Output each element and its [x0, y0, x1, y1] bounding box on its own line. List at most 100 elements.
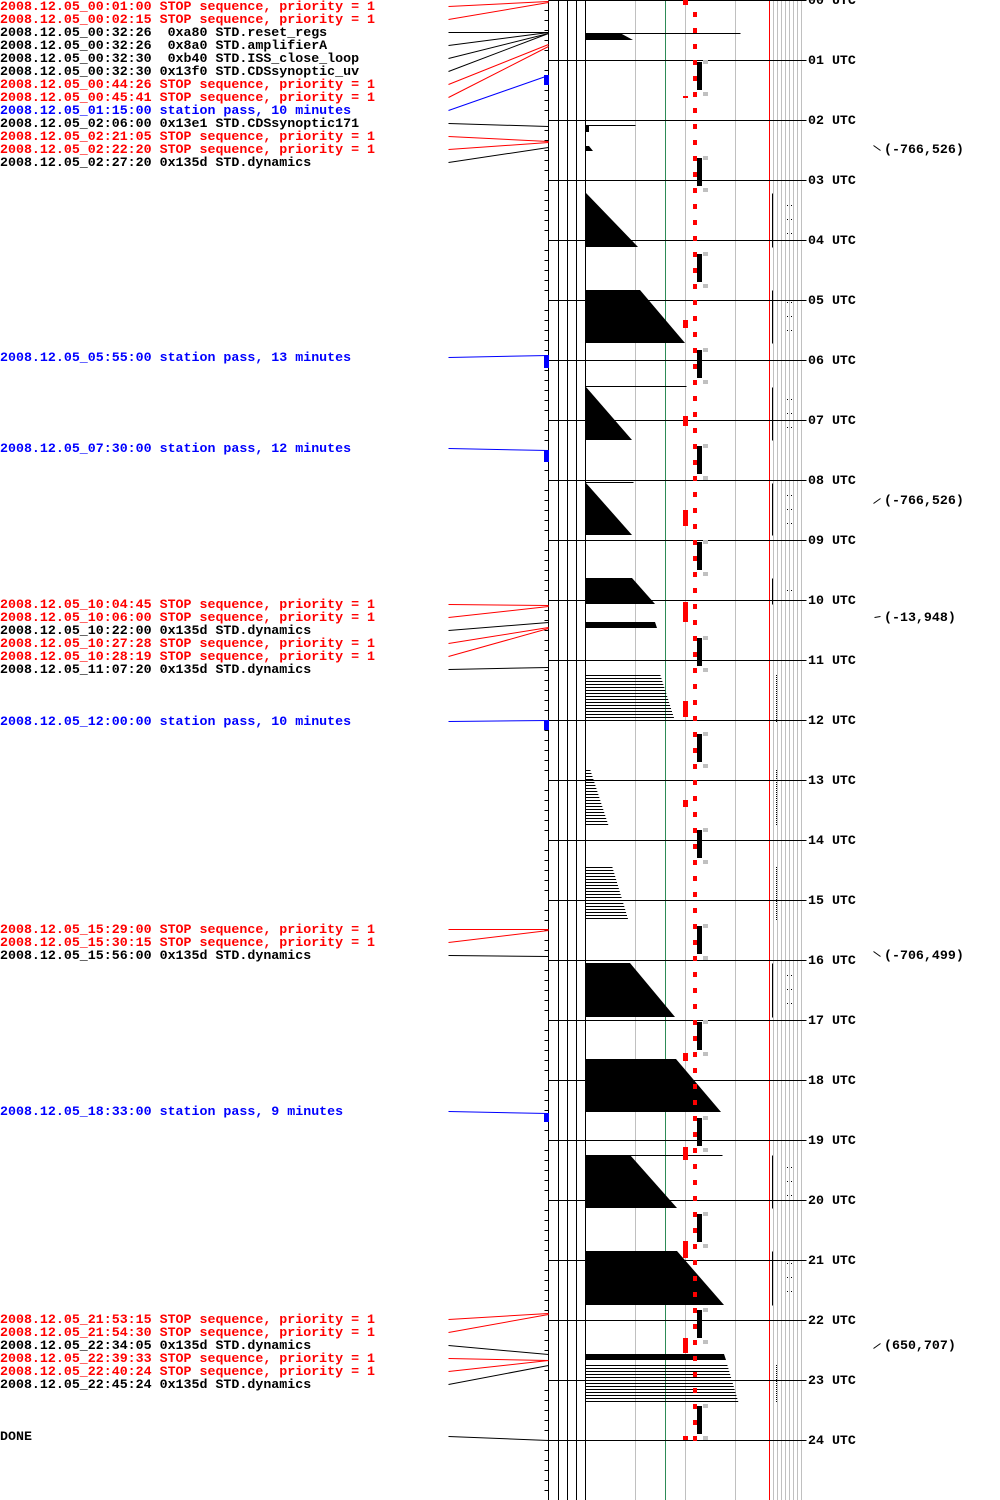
detail-dot [787, 975, 788, 976]
detail-dot [776, 780, 777, 781]
detail-dot [787, 1003, 788, 1004]
red-marker [683, 1147, 688, 1160]
hour-suffix: UTC [831, 773, 856, 788]
red-dash [693, 220, 697, 225]
event-label: 2008.12.05_00:44:26 STOP sequence, prior… [0, 77, 376, 92]
hour-number: 22 [808, 1313, 824, 1328]
detail-dot [776, 683, 777, 684]
event-label: 2008.12.05_22:45:24 0x135d STD.dynamics [0, 1377, 312, 1392]
detail-dot [776, 879, 777, 880]
activity-bar [697, 830, 702, 858]
red-dash [693, 604, 697, 609]
red-dash [693, 1180, 697, 1185]
activity-bar [697, 1406, 702, 1434]
activity-bar [697, 542, 702, 570]
event-label: 2008.12.05_15:29:00 STOP sequence, prior… [0, 922, 376, 937]
red-dash [693, 652, 697, 657]
event-label: 2008.12.05_02:06:00 0x13e1 STD.CDSsynopt… [0, 116, 360, 131]
gray-marker [703, 668, 708, 672]
detail-dot [776, 677, 777, 678]
detail-dot [776, 695, 777, 696]
hour-label: 08 UTC [808, 474, 856, 487]
gray-marker [703, 476, 708, 480]
hour-suffix: UTC [831, 1253, 856, 1268]
red-dash [693, 588, 697, 593]
event-label: 2008.12.05_05:55:00 station pass, 13 min… [0, 350, 352, 365]
detail-dot [776, 790, 777, 791]
event-label: 2008.12.05_10:28:19 STOP sequence, prior… [0, 649, 376, 664]
detail-dot [791, 233, 792, 234]
detail-dot [787, 509, 788, 510]
event-connector [448, 667, 549, 670]
detail-dot [776, 713, 777, 714]
red-dash [693, 876, 697, 881]
event-label: DONE [0, 1429, 32, 1444]
gray-marker [703, 252, 708, 256]
event-label: 2008.12.05_22:40:24 STOP sequence, prior… [0, 1364, 376, 1379]
event-label: 2008.12.05_00:01:00 STOP sequence, prior… [0, 0, 376, 14]
detail-dot [776, 701, 777, 702]
detail-dot [791, 1181, 792, 1182]
hour-suffix: UTC [831, 53, 856, 68]
detail-dot [776, 1393, 777, 1394]
event-connector [448, 606, 549, 618]
hour-suffix: UTC [831, 653, 856, 668]
gray-marker [703, 572, 708, 576]
event-label: 2008.12.05_15:56:00 0x135d STD.dynamics [0, 948, 312, 963]
workload-shape [585, 963, 675, 1017]
event-connector [448, 720, 549, 722]
event-label: 2008.12.05_11:07:20 0x135d STD.dynamics [0, 662, 312, 677]
hour-label: 17 UTC [808, 1014, 856, 1027]
hour-label: 07 UTC [808, 414, 856, 427]
activity-bar [697, 62, 702, 90]
event-label: 2008.12.05_02:22:20 STOP sequence, prior… [0, 142, 376, 157]
detail-dot [776, 1369, 777, 1370]
event-label: 2008.12.05_12:00:00 station pass, 10 min… [0, 714, 352, 729]
detail-dot [776, 1389, 777, 1390]
hour-number: 05 [808, 293, 824, 308]
event-label: 2008.12.05_22:34:05 0x135d STD.dynamics [0, 1338, 312, 1353]
detail-dot [776, 699, 777, 700]
detail-dot [791, 975, 792, 976]
detail-dot [776, 687, 777, 688]
red-dash [693, 684, 697, 689]
hour-suffix: UTC [831, 893, 856, 908]
red-dash [693, 1100, 697, 1105]
detail-dot [776, 691, 777, 692]
hour-number: 16 [808, 953, 824, 968]
gray-marker [703, 92, 708, 96]
detail-dot [776, 877, 777, 878]
detail-dot [776, 693, 777, 694]
detail-dot [776, 889, 777, 890]
hour-number: 08 [808, 473, 824, 488]
hour-suffix: UTC [831, 233, 856, 248]
detail-dot [776, 1397, 777, 1398]
red-marker [683, 800, 688, 807]
hour-number: 12 [808, 713, 824, 728]
red-dash [693, 1404, 697, 1409]
red-dash [693, 1420, 697, 1425]
hour-suffix: UTC [831, 1433, 856, 1448]
detail-dot [776, 867, 777, 868]
red-dash [693, 92, 697, 97]
red-dash [693, 524, 697, 529]
detail-dot [776, 907, 777, 908]
event-label: 2008.12.05_10:06:00 STOP sequence, prior… [0, 610, 376, 625]
detail-dot [776, 818, 777, 819]
detail-dot [776, 812, 777, 813]
activity-bar [697, 734, 702, 762]
detail-dot [776, 681, 777, 682]
hour-label: 19 UTC [808, 1134, 856, 1147]
gray-marker [703, 1116, 708, 1120]
detail-dot [776, 770, 777, 771]
hour-number: 20 [808, 1193, 824, 1208]
red-dash [693, 1228, 697, 1233]
detail-dot [791, 330, 792, 331]
event-label: 2008.12.05_10:27:28 STOP sequence, prior… [0, 636, 376, 651]
red-dash [693, 60, 697, 65]
detail-dot [776, 1391, 777, 1392]
event-connector [448, 123, 549, 127]
red-dash [693, 988, 697, 993]
detail-dot [791, 205, 792, 206]
gray-marker [703, 1148, 708, 1152]
